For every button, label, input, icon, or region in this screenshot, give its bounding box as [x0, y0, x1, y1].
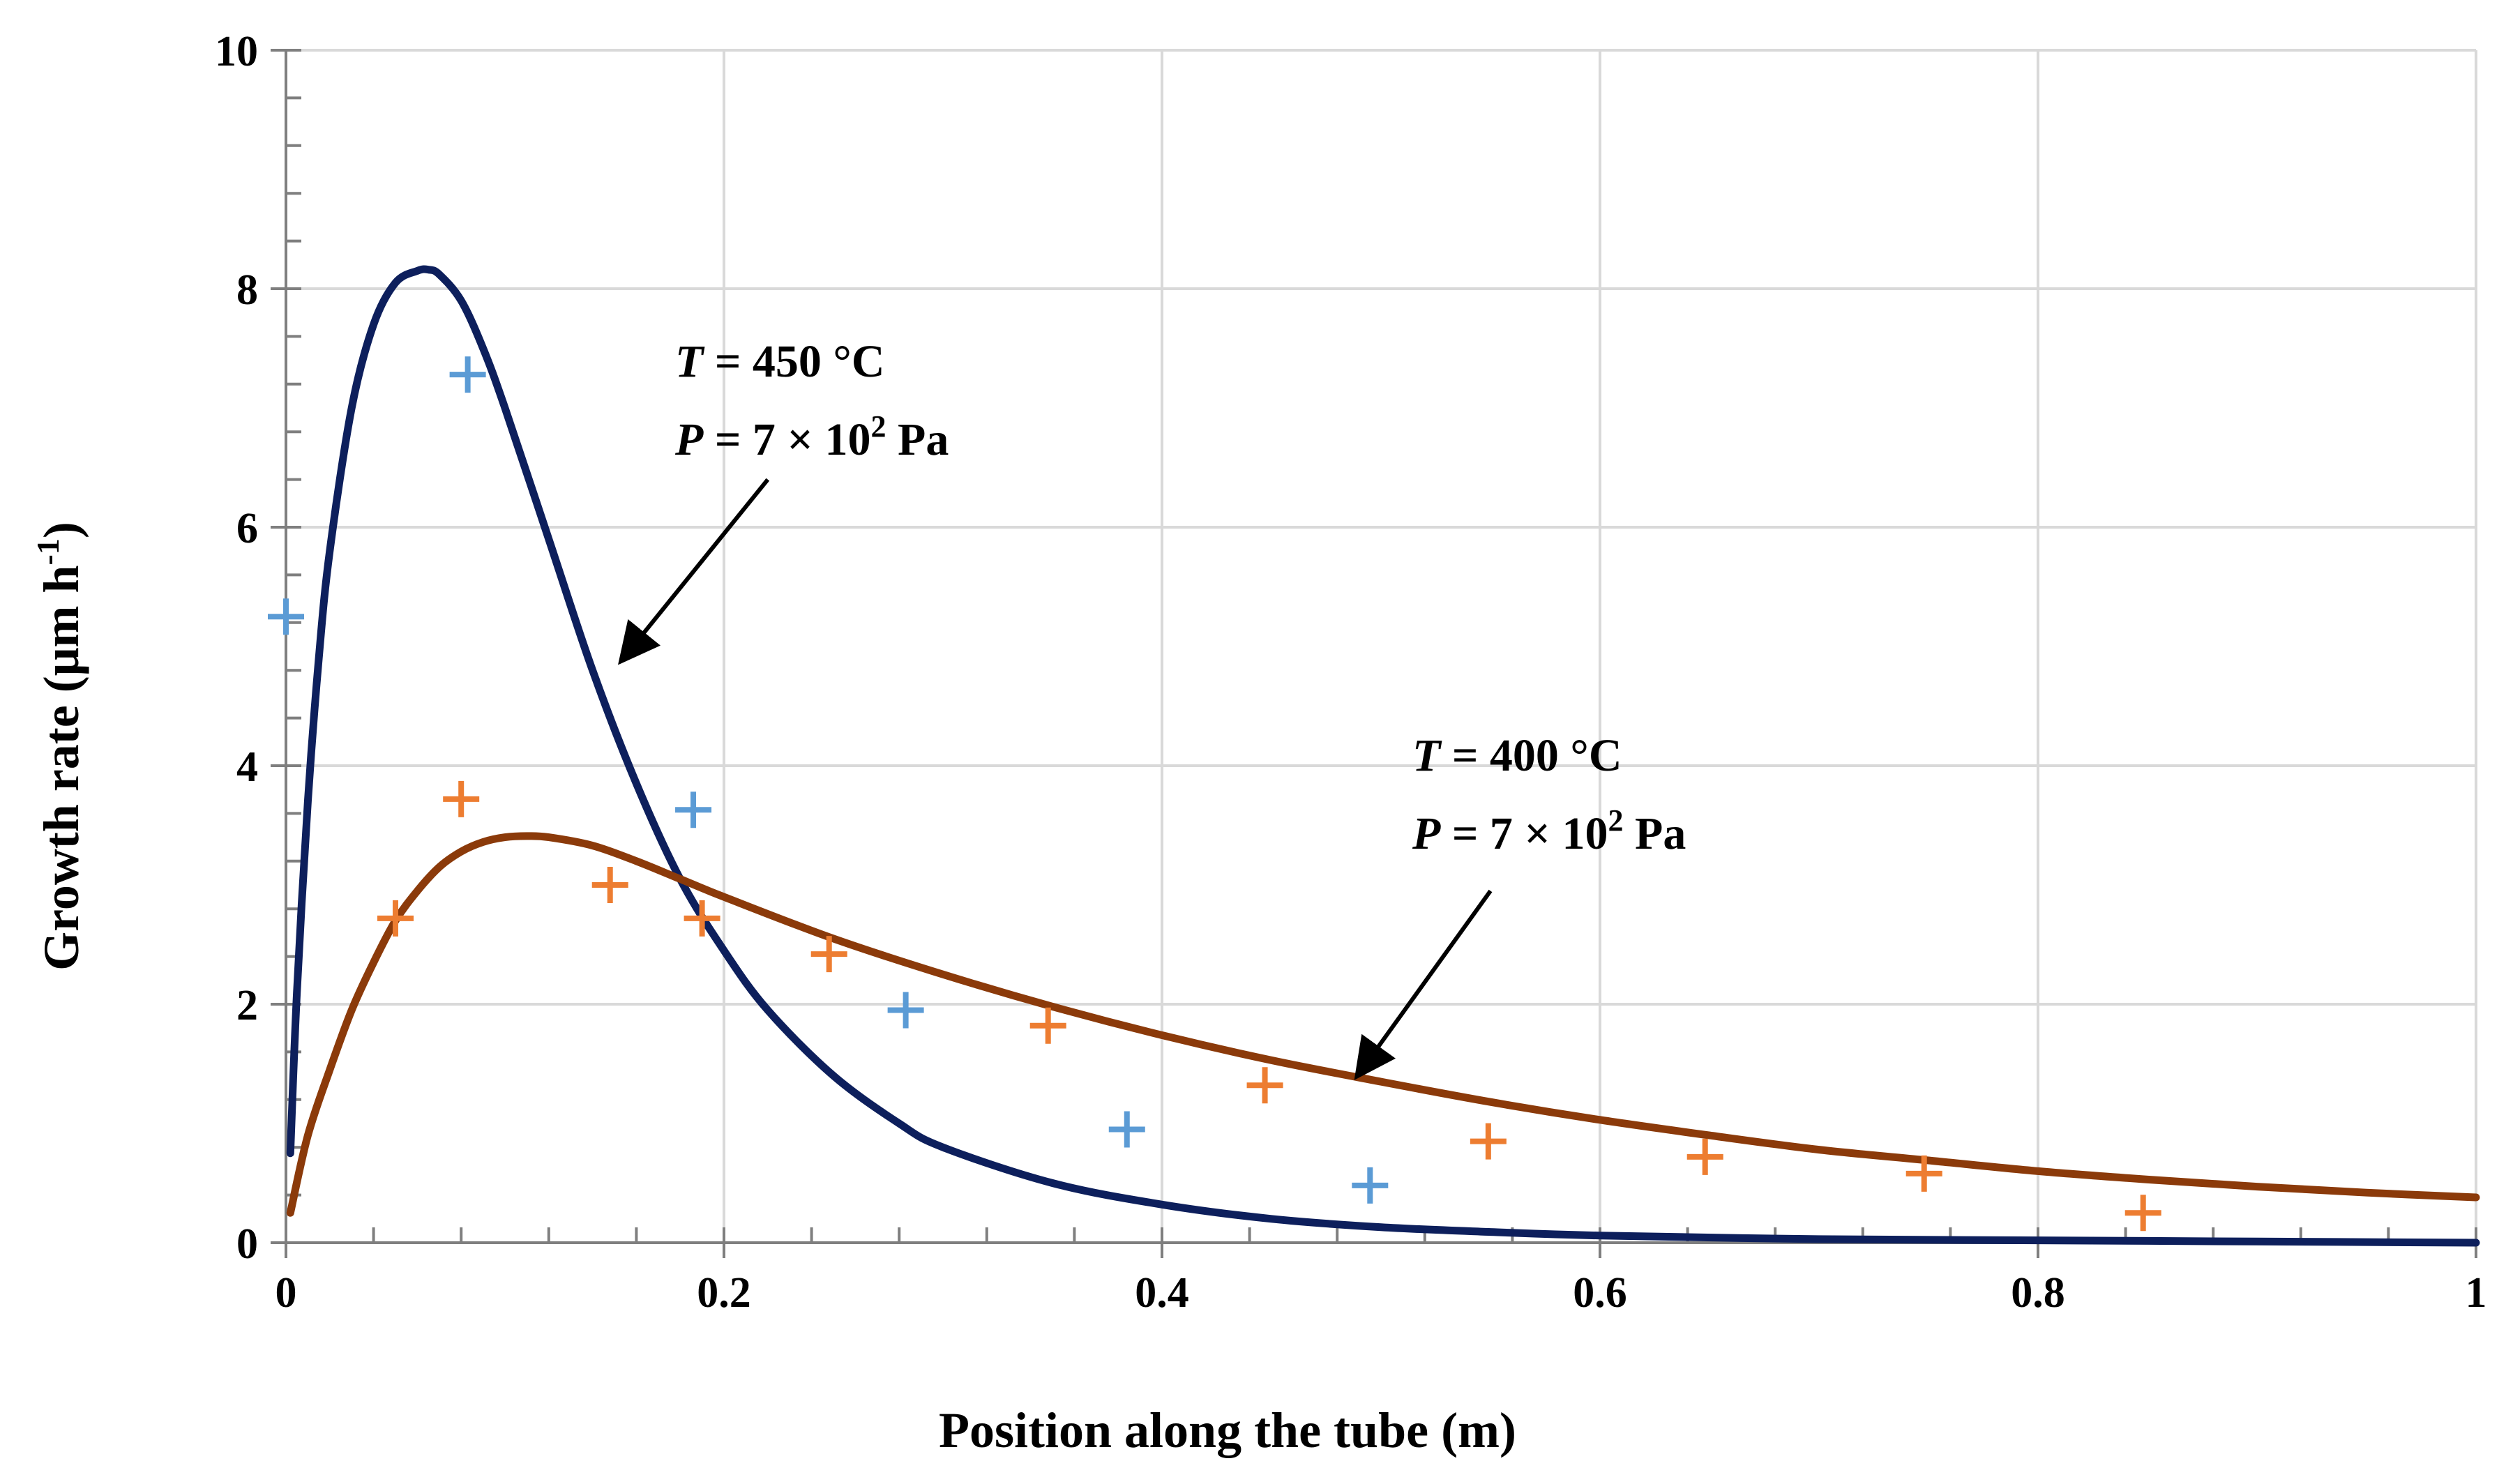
y-tick-label: 10: [215, 28, 258, 75]
gridlines: [286, 49, 2477, 1243]
data-point-400C: [1686, 1138, 1723, 1175]
data-point-400C: [377, 900, 414, 937]
data-point-400C: [1470, 1123, 1507, 1160]
annotation-arrow-400: [1354, 889, 1493, 1080]
data-point-450C: [887, 992, 924, 1029]
x-tick-label: 0.4: [1135, 1269, 1189, 1317]
y-tick-label: 8: [236, 266, 258, 314]
x-tick-label: 0.8: [2011, 1269, 2065, 1317]
x-tick-label: 0: [275, 1269, 297, 1317]
data-point-400C: [1905, 1155, 1942, 1192]
model-curve-450C: [286, 265, 2480, 1247]
annotation-400-pressure: P = 7 × 102 Pa: [1412, 803, 1686, 859]
data-point-400C: [684, 900, 720, 937]
data-point-450C: [1352, 1167, 1389, 1204]
annotations: T = 450 °C P = 7 × 102 Pa T = 400 °C P =…: [618, 336, 1686, 1080]
data-point-400C: [1029, 1007, 1066, 1044]
data-point-450C: [675, 792, 712, 828]
data-point-450C: [449, 356, 486, 393]
y-tick-label: 2: [236, 982, 258, 1029]
data-point-450C: [1108, 1111, 1145, 1148]
x-tick-label: 1: [2466, 1269, 2487, 1317]
annotation-450-temperature: T = 450 °C: [675, 336, 885, 387]
annotation-450-pressure: P = 7 × 102 Pa: [674, 409, 949, 465]
x-tick-label: 0.6: [1573, 1269, 1627, 1317]
x-axis-title: Position along the tube (m): [939, 1402, 1516, 1458]
data-point-400C: [591, 867, 628, 903]
y-tick-label: 6: [236, 505, 258, 552]
annotation-arrow-450: [618, 478, 770, 665]
y-tick-label: 0: [236, 1220, 258, 1268]
annotation-400-temperature: T = 400 °C: [1412, 730, 1622, 781]
tick-labels: 0 2 4 6 8 10 0 0.2 0.4 0.6 0.8 1: [215, 28, 2487, 1317]
data-point-400C: [1246, 1067, 1283, 1104]
data-point-400C: [2124, 1195, 2161, 1232]
x-tick-label: 0.2: [697, 1269, 751, 1317]
data-series: [268, 265, 2480, 1247]
model-curve-400C: [286, 832, 2480, 1217]
y-axis-title: Growth rate (μm h-1): [30, 522, 89, 971]
y-tick-label: 4: [236, 743, 258, 791]
data-point-450C: [268, 598, 304, 635]
data-point-400C: [810, 936, 847, 973]
data-point-400C: [443, 780, 480, 817]
